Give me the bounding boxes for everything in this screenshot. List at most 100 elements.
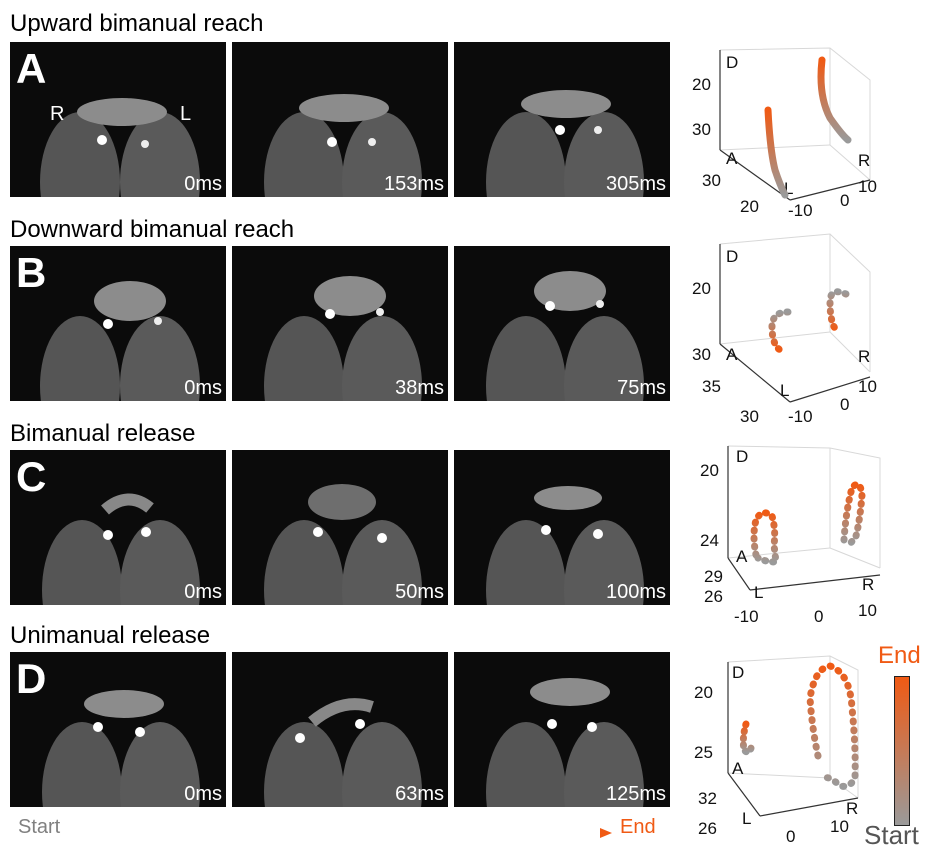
timestamp: 50ms <box>395 581 444 603</box>
rat-hands-image <box>40 98 200 197</box>
rat-hands-image <box>42 493 200 605</box>
row-d-title: Unimanual release <box>10 622 211 649</box>
x-tick: -10 <box>788 201 813 220</box>
a-tick: 30 <box>740 407 759 426</box>
trajectory-plot-c: D 20 24 A 29 26 L R -10 0 10 <box>700 445 881 626</box>
trajectory-left-hand <box>806 662 859 790</box>
timeline-end-label: End <box>620 816 656 838</box>
timestamp: 75ms <box>617 377 666 399</box>
timestamp: 38ms <box>395 377 444 399</box>
a-tick: 26 <box>698 819 717 838</box>
a-tick: 29 <box>704 567 723 586</box>
rat-hands-image <box>264 94 422 197</box>
rat-hands-image <box>486 90 644 197</box>
axis-label-l: L <box>754 583 763 602</box>
row-b-title: Downward bimanual reach <box>10 216 295 243</box>
d-tick: 20 <box>694 683 713 702</box>
axis-label-r: R <box>858 347 870 366</box>
trajectory-right-hand <box>750 509 780 566</box>
axis-label-r: R <box>862 575 874 594</box>
a-tick: 35 <box>702 377 721 396</box>
a-tick: 30 <box>702 171 721 190</box>
timeline-start-label: Start <box>18 816 61 838</box>
row-a-title: Upward bimanual reach <box>10 10 264 37</box>
axis-label-l: L <box>780 381 789 400</box>
trajectory-plot-d: D 20 25 A 32 26 L R 0 10 <box>694 655 859 846</box>
axis-label-l: L <box>784 179 793 198</box>
axis-label-a: A <box>736 547 748 566</box>
timestamp: 100ms <box>605 581 666 603</box>
timestamp: 0ms <box>184 581 222 603</box>
x-tick: 0 <box>840 395 849 414</box>
frame-a3: 305ms <box>454 42 670 197</box>
trajectory-plot-a: D 20 30 A 30 20 L R 10 0 -10 <box>692 47 877 220</box>
rat-hands-image <box>264 698 422 807</box>
frame-d1: D 0ms <box>10 652 226 807</box>
rat-hands-image <box>264 276 422 401</box>
axis-label-l: L <box>742 809 751 828</box>
x-tick: 0 <box>814 607 823 626</box>
d-tick: 30 <box>692 345 711 364</box>
a-tick: 26 <box>704 587 723 606</box>
timestamp: 305ms <box>605 173 666 195</box>
axis-label-d: D <box>726 247 738 266</box>
rat-hands-image <box>40 281 200 401</box>
d-tick: 30 <box>692 120 711 139</box>
panel-letter-a: A <box>16 45 47 92</box>
panel-letter-c: C <box>16 453 47 500</box>
right-hand-label: R <box>50 103 65 125</box>
timestamp: 153ms <box>383 173 444 195</box>
rat-hands-image <box>42 690 200 807</box>
row-c-title: Bimanual release <box>10 420 196 447</box>
rat-hands-image <box>486 486 644 605</box>
frame-b1: B 0ms <box>10 246 226 401</box>
axis-label-d: D <box>726 53 738 72</box>
axis-label-r: R <box>858 151 870 170</box>
x-tick: 10 <box>858 601 877 620</box>
frame-c2: 50ms <box>232 450 448 605</box>
a-tick: 32 <box>698 789 717 808</box>
x-tick: 10 <box>858 377 877 396</box>
plot-box <box>719 47 871 181</box>
frame-d2: 63ms <box>232 652 448 807</box>
trajectory-left-hand <box>840 480 866 548</box>
frame-a1: A R L 0ms <box>10 42 226 197</box>
timestamp: 0ms <box>184 173 222 195</box>
x-tick: -10 <box>734 607 759 626</box>
a-tick: 20 <box>740 197 759 216</box>
axis-label-a: A <box>726 149 738 168</box>
left-hand-label: L <box>180 103 192 125</box>
x-tick: 0 <box>840 191 849 210</box>
x-tick: 10 <box>858 177 877 196</box>
x-tick: -10 <box>788 407 813 426</box>
trajectory-left-hand <box>826 288 850 334</box>
d-tick: 20 <box>700 461 719 480</box>
axis-label-a: A <box>726 345 738 364</box>
trajectory-right-hand <box>768 308 792 354</box>
rat-hands-image <box>264 484 422 605</box>
timestamp: 63ms <box>395 783 444 805</box>
x-tick: 10 <box>830 817 849 836</box>
timestamp: 125ms <box>605 783 666 805</box>
axis-label-a: A <box>732 759 744 778</box>
x-tick: 0 <box>786 827 795 846</box>
frame-b3: 75ms <box>454 246 670 401</box>
panel-letter-d: D <box>16 655 47 702</box>
colorbar-end-label: End <box>878 642 921 669</box>
timestamp: 0ms <box>184 377 222 399</box>
colorbar <box>894 676 910 826</box>
axis-label-r: R <box>846 799 858 818</box>
d-tick: 20 <box>692 75 711 94</box>
timestamp: 0ms <box>184 783 222 805</box>
colorbar-start-label: Start <box>864 820 919 850</box>
rat-hands-image <box>486 678 644 807</box>
frame-a2: 153ms <box>232 42 448 197</box>
rat-hands-image <box>486 271 644 401</box>
frame-c3: 100ms <box>454 450 670 605</box>
trajectory-right-hand <box>739 720 756 756</box>
panel-letter-b: B <box>16 249 47 296</box>
trajectory-left-hand <box>817 56 852 144</box>
d-tick: 25 <box>694 743 713 762</box>
axis-label-d: D <box>736 447 748 466</box>
frame-b2: 38ms <box>232 246 448 401</box>
